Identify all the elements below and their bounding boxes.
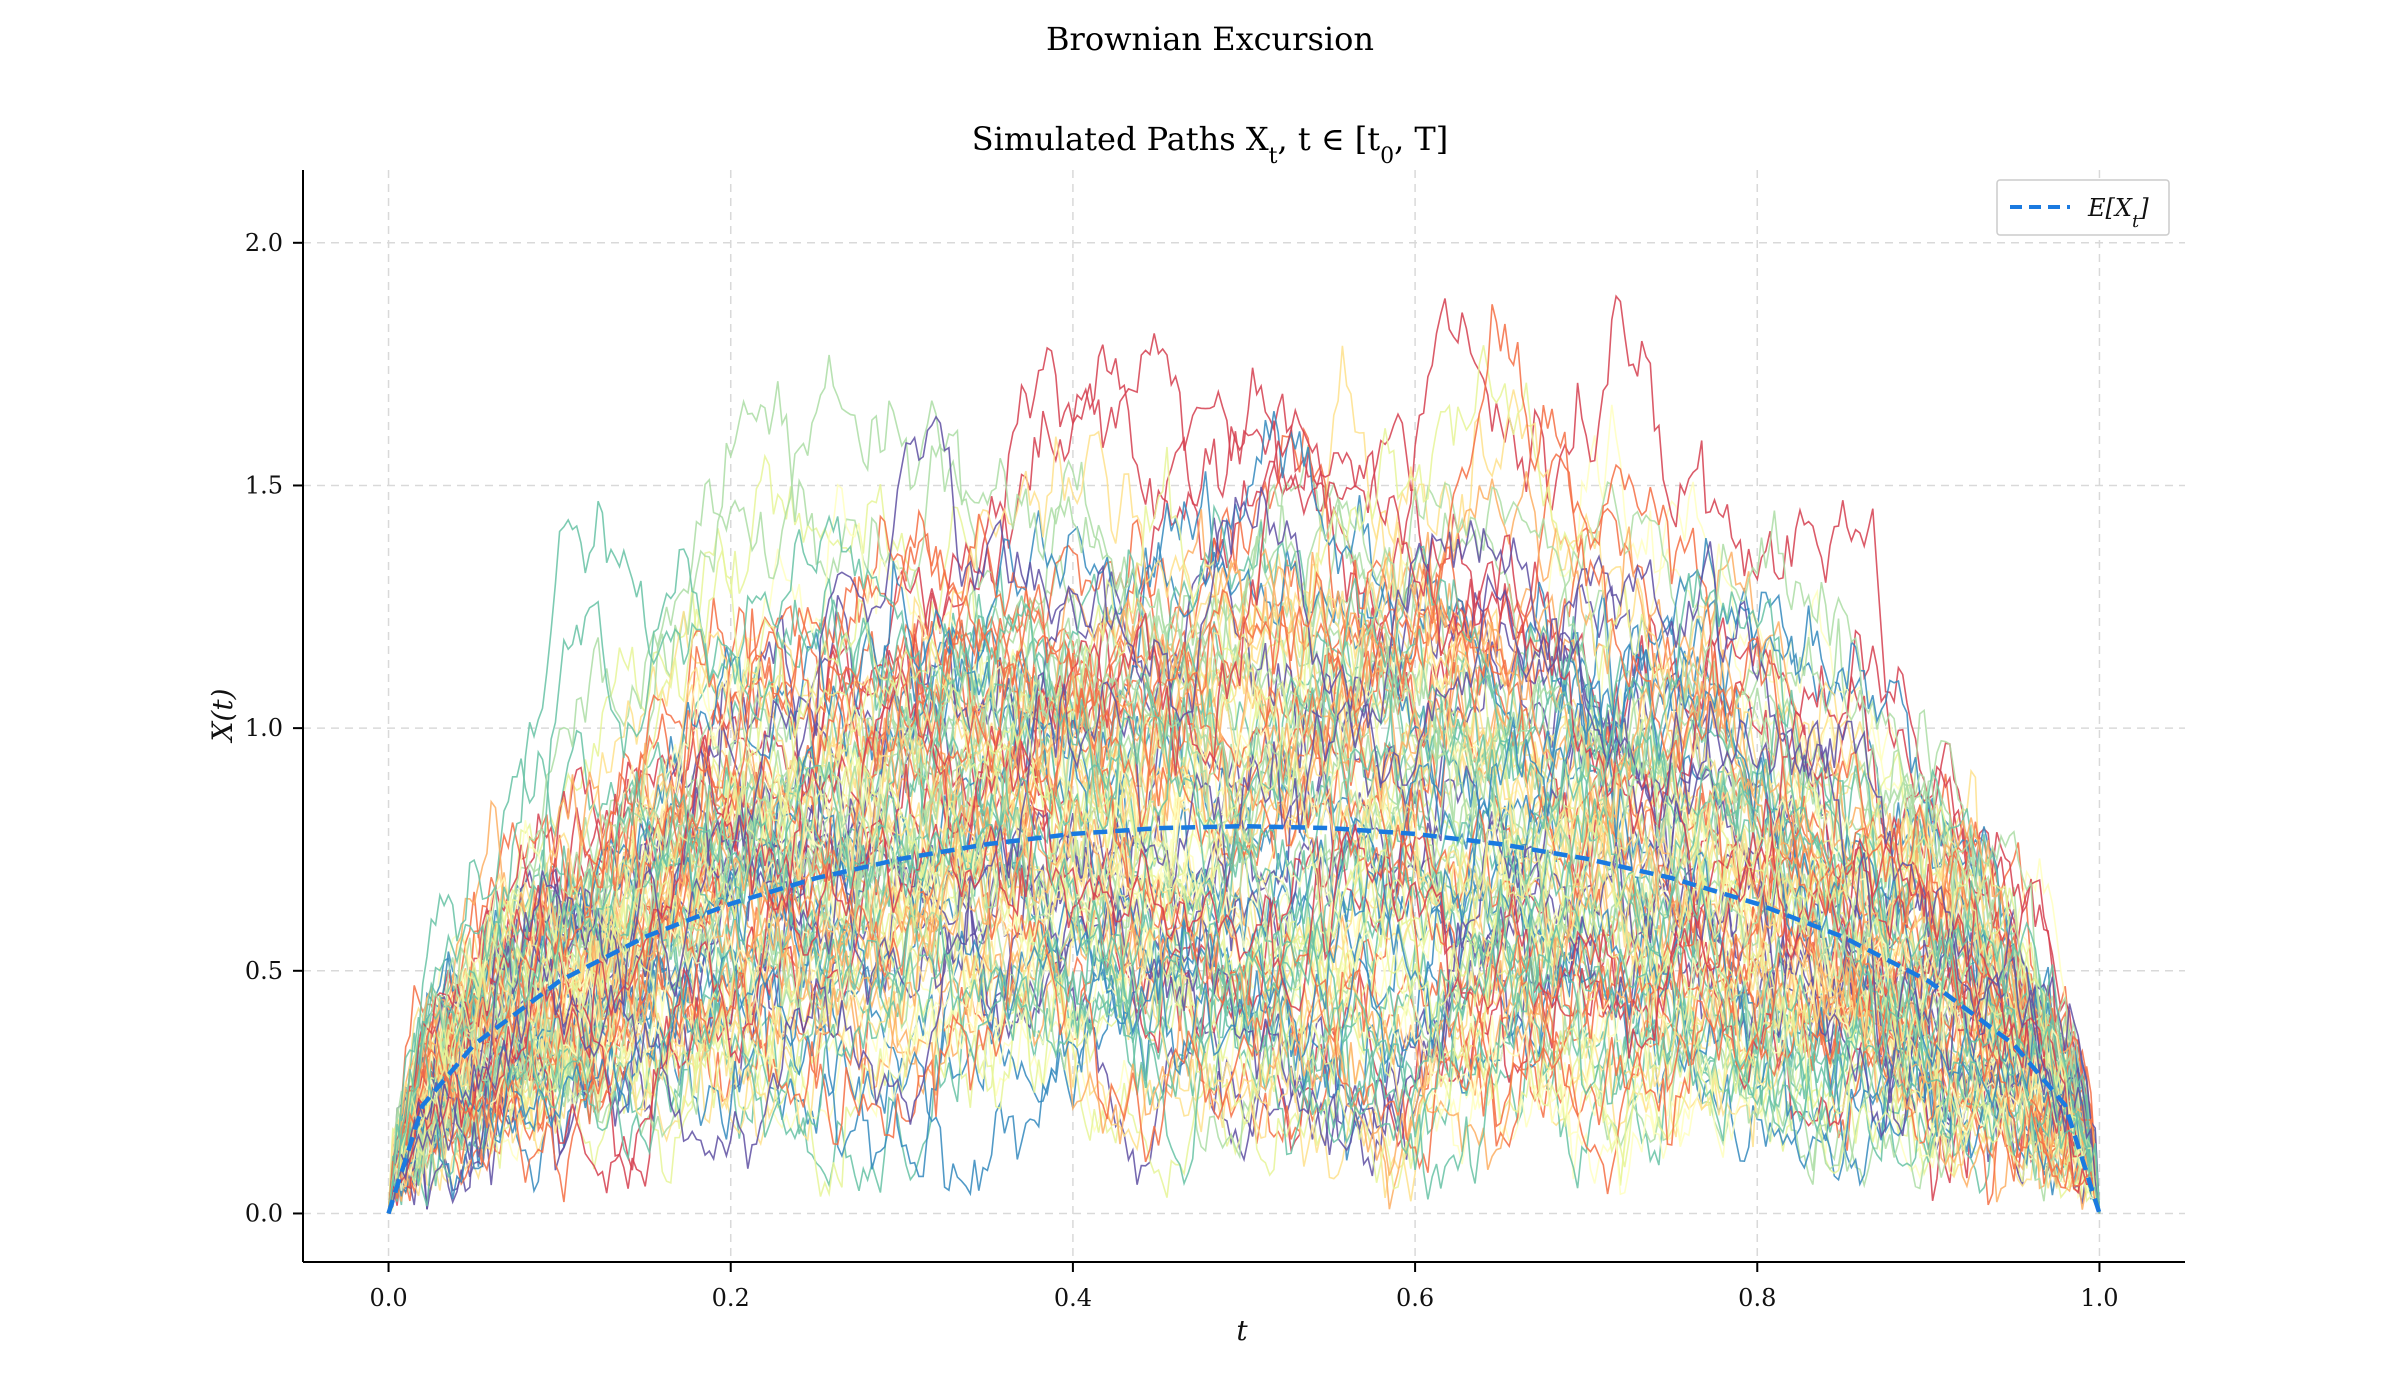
simulated-path-77 [387,557,2101,1214]
simulated-path-97 [387,636,2101,1214]
simulated-path-23 [387,294,2101,1214]
x-axis-ticks: 0.0 0.2 0.4 0.6 0.8 1.0 [369,1262,2119,1312]
legend-box [1996,179,2170,236]
simulated-path-90 [387,735,2101,1214]
x-tick-label-5: 1.0 [2080,1284,2118,1312]
simulated-path-95 [387,415,2101,1214]
simulated-path-82 [387,481,2101,1214]
x-axis-label: t [1236,1314,1248,1347]
simulated-path-45 [387,719,2101,1214]
simulated-path-98 [387,569,2101,1214]
simulated-path-99 [387,500,2101,1214]
simulated-path-41 [387,548,2101,1214]
y-axis-ticks: 0.0 0.5 1.0 1.5 2.0 [245,229,303,1227]
simulated-path-87 [387,681,2101,1214]
y-tick-label-2: 1.0 [245,714,283,742]
chart-title: Simulated Paths Xt, t ∈ [t0, T] [972,120,1448,169]
legend: E[Xt] [1996,179,2170,236]
simulated-path-93 [387,734,2101,1214]
simulated-path-80 [387,673,2101,1214]
x-tick-label-0: 0.0 [369,1284,407,1312]
y-axis-label: X(t) [206,688,239,743]
simulated-path-86 [387,407,2101,1214]
simulated-path-91 [387,520,2101,1214]
simulated-paths [387,294,2101,1215]
expectation-curve [386,823,2102,1215]
legend-expectation-label: E[Xt] [2087,194,2149,232]
expectation-series [386,823,2102,1215]
x-tick-label-4: 0.8 [1738,1284,1776,1312]
figure-suptitle: Brownian Excursion [1046,20,1374,58]
axes [302,170,2185,1263]
y-tick-label-0: 0.0 [245,1199,283,1227]
y-tick-label-3: 1.5 [245,471,283,499]
simulated-path-78 [387,615,2101,1214]
simulated-path-92 [387,697,2101,1214]
simulated-path-83 [387,643,2101,1214]
x-tick-label-2: 0.4 [1054,1284,1092,1312]
x-tick-label-3: 0.6 [1396,1284,1434,1312]
simulated-path-94 [387,609,2101,1214]
simulated-path-88 [387,750,2101,1214]
simulated-path-96 [387,304,2101,1214]
y-tick-label-4: 2.0 [245,229,283,257]
simulated-path-51 [387,503,2101,1214]
simulated-path-75 [387,630,2101,1214]
x-tick-label-1: 0.2 [712,1284,750,1312]
y-tick-label-1: 0.5 [245,957,283,985]
